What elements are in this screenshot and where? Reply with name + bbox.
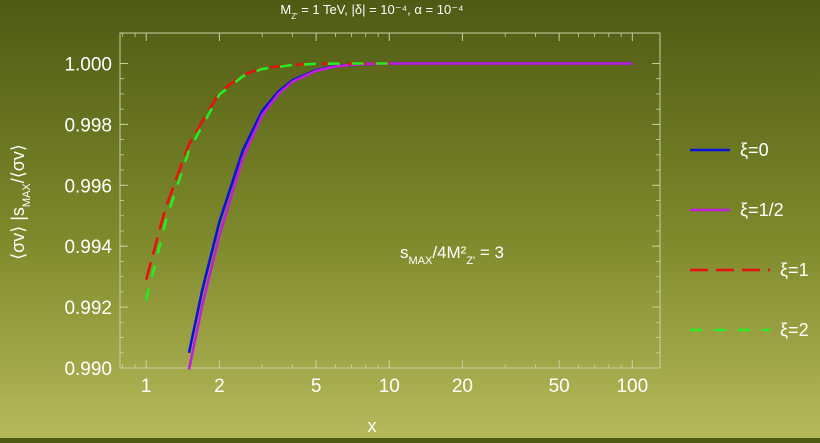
legend-label-0: ξ=0 (740, 140, 769, 160)
x-tick-label: 10 (379, 376, 400, 397)
y-axis-label: ⟨σv⟩ |sMAX/⟨σv⟩ (8, 144, 33, 260)
y-tick-label: 0.992 (64, 298, 112, 319)
x-tick-label: 50 (549, 376, 570, 397)
y-tick-label: 0.990 (64, 359, 112, 380)
series-line-1 (187, 62, 633, 370)
series-line-0 (187, 62, 633, 354)
series-line-2 (144, 62, 390, 281)
annotation: sMAX/4M²Z' = 3 (400, 243, 504, 267)
y-tick-label: 0.998 (64, 115, 112, 136)
x-tick-label: 20 (452, 376, 473, 397)
x-tick-label: 2 (214, 376, 225, 397)
x-axis-label: x (368, 416, 377, 436)
series-line-3 (144, 62, 390, 301)
chart-title: MZ' = 1 TeV, |δ| = 10⁻⁴, α = 10⁻⁴ (280, 2, 463, 21)
x-tick-label: 1 (141, 376, 152, 397)
y-tick-label: 0.996 (64, 176, 112, 197)
legend-label-3: ξ=2 (780, 320, 809, 340)
y-tick-label: 1.000 (64, 54, 112, 75)
legend-label-1: ξ=1/2 (740, 200, 784, 220)
svg-text:⟨σv⟩ |sMAX/⟨σv⟩: ⟨σv⟩ |sMAX/⟨σv⟩ (8, 144, 33, 260)
x-tick-label: 5 (311, 376, 322, 397)
x-tick-label: 100 (616, 376, 648, 397)
y-tick-label: 0.994 (64, 237, 112, 258)
legend-label-2: ξ=1 (780, 260, 809, 280)
